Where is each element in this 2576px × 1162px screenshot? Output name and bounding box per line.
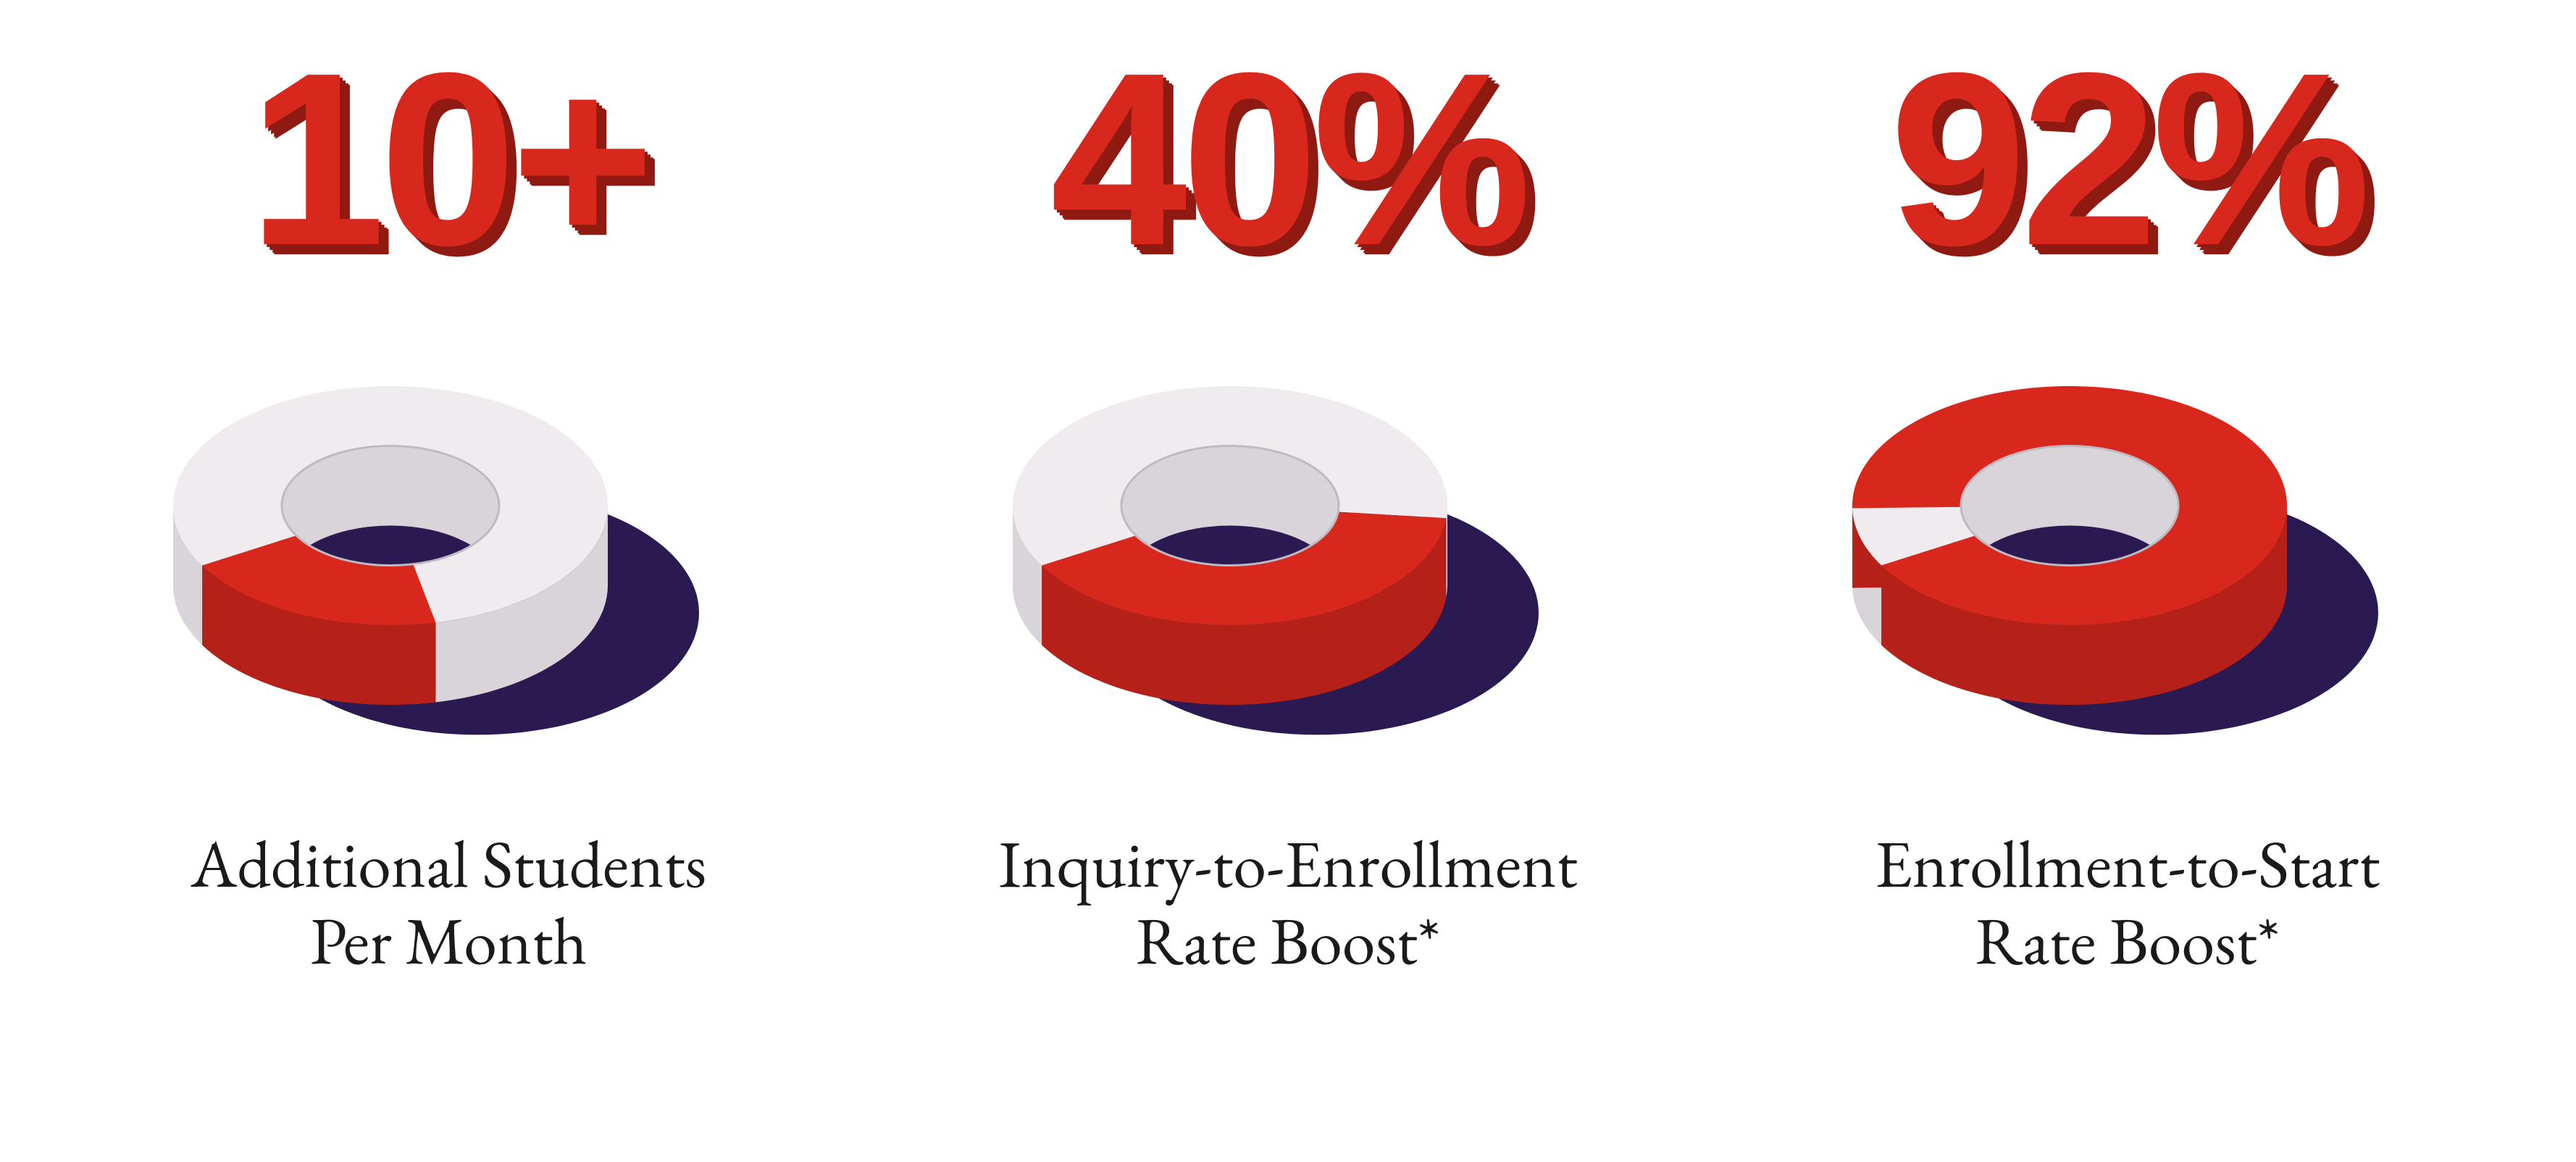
donut-chart [1765,297,2490,819]
stat-card: 40% Inquiry-to-Enrollment Rate Boost* [869,29,1708,979]
stat-card: 92% Enrollment-to-Start Rate Boost* [1707,29,2547,979]
stat-value: 92% [1889,36,2365,283]
donut-chart [86,297,811,819]
stat-caption: Enrollment-to-Start Rate Boost* [1875,826,2380,979]
stat-card: 10+ Additional Students Per Month [29,29,869,979]
stat-caption: Additional Students Per Month [191,826,706,979]
stat-value: 10+ [248,36,649,283]
stat-value: 40% [1050,36,1526,283]
infographic-row: 10+ Additional Students Per Month 40% In… [0,0,2576,1162]
stat-caption: Inquiry-to-Enrollment Rate Boost* [998,826,1577,979]
donut-chart [926,297,1650,819]
